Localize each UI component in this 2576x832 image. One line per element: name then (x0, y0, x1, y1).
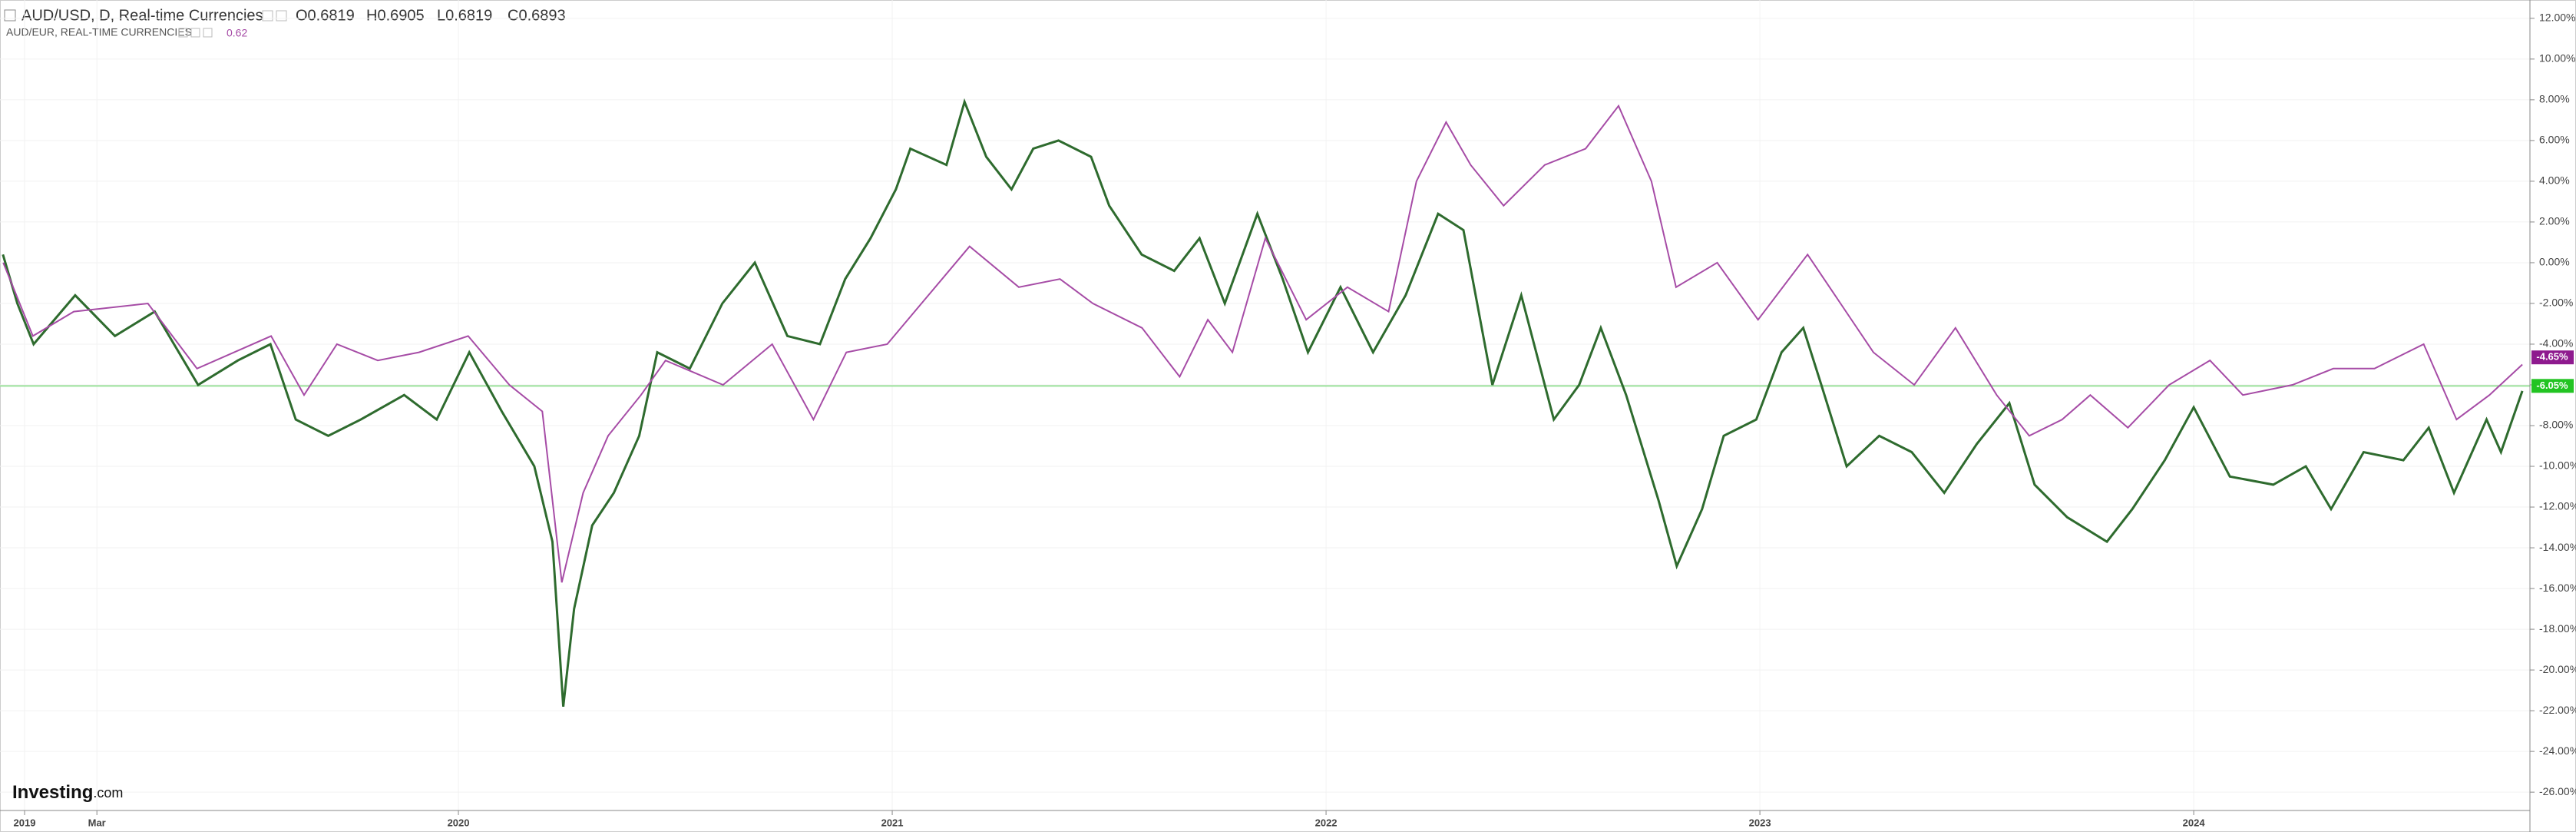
ohlc-values: O0.6819 H0.6905 L0.6819 C0.6893 (296, 7, 566, 24)
close-icon[interactable] (203, 28, 213, 38)
y-tick-label: -24.00% (2539, 744, 2576, 757)
x-tick-label: 2020 (448, 817, 470, 828)
ohlc-value: C0.6893 (508, 7, 566, 24)
x-tick-label: 2023 (1749, 817, 1771, 828)
y-tick-label: 2.00% (2539, 215, 2570, 227)
x-tick-label: Mar (88, 817, 106, 828)
y-tick-label: 12.00% (2539, 12, 2575, 24)
y-tick-label: -2.00% (2539, 297, 2573, 309)
y-tick-label: -20.00% (2539, 663, 2576, 675)
y-tick-label: -12.00% (2539, 500, 2576, 512)
close-icon[interactable] (276, 10, 287, 22)
y-tick-label: -16.00% (2539, 582, 2576, 594)
last-value-badge (2531, 350, 2574, 365)
y-tick-label: 10.00% (2539, 52, 2575, 65)
y-tick-label: -8.00% (2539, 419, 2573, 431)
ohlc-value: L0.6819 (437, 7, 492, 24)
collapse-icon[interactable] (4, 9, 16, 22)
y-tick-label: 6.00% (2539, 134, 2570, 146)
grid (0, 0, 2530, 810)
compare-value: 0.62 (227, 27, 247, 39)
last-value-label: -4.65% (2536, 351, 2568, 363)
settings-icon[interactable] (262, 10, 273, 22)
x-tick-label: 2024 (2183, 817, 2206, 828)
axes: 12.00% 10.00% 8.00% 6.00% 4.00% 2.00% 0.00% -2.… (14, 12, 2576, 829)
logo: Investing.com (12, 782, 123, 803)
hide-icon[interactable] (190, 28, 200, 38)
plot (0, 98, 2530, 707)
y-tick-label: -22.00% (2539, 704, 2576, 716)
x-tick-label: 2022 (1315, 817, 1338, 828)
logo-suffix: .com (93, 785, 123, 801)
y-tick-label: -26.00% (2539, 785, 2576, 797)
settings-icon[interactable] (178, 28, 188, 38)
series-line (2, 104, 2523, 583)
logo-name: Investing (12, 782, 93, 803)
series-title: AUD/USD, D, Real-time Currencies (21, 7, 263, 24)
series-line (2, 98, 2524, 707)
compare-title: AUD/EUR, REAL-TIME CURRENCIES (6, 26, 192, 38)
y-tick-label: -4.00% (2539, 337, 2573, 350)
ohlc-value: H0.6905 (366, 7, 425, 24)
y-tick-label: -18.00% (2539, 622, 2576, 635)
last-value-badge (2531, 379, 2574, 393)
y-tick-label: 4.00% (2539, 174, 2570, 187)
x-tick-label: 2019 (14, 817, 36, 828)
y-tick-label: 8.00% (2539, 93, 2570, 105)
y-tick-label: 0.00% (2539, 256, 2570, 268)
x-tick-label: 2021 (881, 817, 904, 828)
ohlc-value: O0.6819 (296, 7, 355, 24)
last-value-label: -6.05% (2536, 380, 2568, 391)
y-tick-label: -14.00% (2539, 541, 2576, 553)
y-tick-label: -10.00% (2539, 459, 2576, 472)
